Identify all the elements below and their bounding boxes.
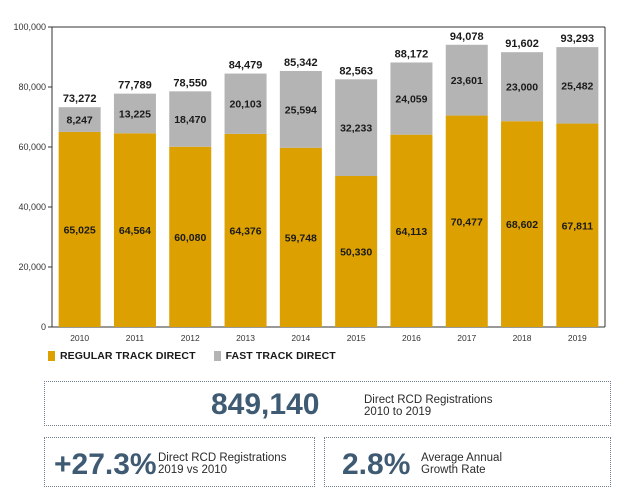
- stat-growth-value: +27.3%: [54, 448, 157, 481]
- value-label-fast-2014: 25,594: [285, 104, 317, 116]
- x-tick-label-2010: 2010: [70, 333, 89, 343]
- bar-regular-2013: [224, 133, 267, 327]
- value-label-regular-2019: 67,811: [562, 220, 594, 232]
- value-label-regular-2015: 50,330: [340, 247, 372, 259]
- stat-total-description: Direct RCD Registrations 2010 to 2019: [364, 394, 492, 418]
- value-label-fast-2019: 25,482: [561, 80, 593, 92]
- x-tick-label-2018: 2018: [513, 333, 532, 343]
- value-label-fast-2012: 18,470: [174, 114, 206, 126]
- value-label-fast-2017: 23,601: [451, 75, 483, 87]
- stat-total-line1: Direct RCD Registrations: [364, 394, 493, 406]
- bar-regular-2012: [169, 146, 212, 327]
- stat-box-rate: 2.8% Average Annual Growth Rate: [324, 437, 611, 487]
- value-label-regular-2018: 68,602: [506, 219, 538, 231]
- bar-fast-2019: [556, 47, 599, 124]
- x-tick-label-2015: 2015: [347, 333, 366, 343]
- y-tick-label: 80,000: [18, 82, 46, 92]
- bar-fast-2017: [445, 44, 488, 116]
- y-tick-label: 0: [41, 322, 46, 332]
- bar-fast-2015: [335, 79, 378, 177]
- value-label-regular-2011: 64,564: [119, 225, 151, 237]
- total-label-2017: 94,078: [450, 31, 484, 43]
- legend-label-fast: FAST TRACK DIRECT: [225, 350, 336, 362]
- bar-regular-2011: [113, 133, 156, 327]
- value-label-fast-2015: 32,233: [340, 123, 372, 135]
- bar-fast-2018: [501, 52, 544, 122]
- bar-fast-2012: [169, 91, 212, 147]
- stat-box-total: 849,140 Direct RCD Registrations 2010 to…: [44, 381, 611, 426]
- stat-growth-line1: Direct RCD Registrations: [158, 452, 287, 464]
- legend-swatch-fast: [213, 351, 221, 361]
- y-tick-label: 20,000: [18, 262, 46, 272]
- total-label-2018: 91,602: [505, 38, 539, 50]
- value-label-regular-2010: 65,025: [64, 224, 96, 236]
- x-tick-label-2019: 2019: [568, 333, 587, 343]
- stacked-bar-chart: 0 20,000 40,000 60,000 80,000 100,000 65,025 8,…: [13, 22, 606, 343]
- value-label-regular-2014: 59,748: [285, 232, 317, 244]
- total-label-2013: 84,479: [229, 60, 263, 72]
- legend-label-regular: REGULAR TRACK DIRECT: [60, 350, 196, 362]
- x-tick-label-2012: 2012: [181, 333, 200, 343]
- bar-regular-2018: [501, 121, 544, 327]
- x-tick-label-2017: 2017: [457, 333, 476, 343]
- value-label-regular-2017: 70,477: [451, 216, 483, 228]
- value-label-fast-2010: 8,247: [67, 115, 93, 127]
- x-tick-label-2011: 2011: [126, 333, 145, 343]
- total-label-2015: 82,563: [339, 65, 373, 77]
- stat-rate-line2: Growth Rate: [421, 464, 486, 476]
- value-label-fast-2013: 20,103: [229, 99, 261, 111]
- total-label-2010: 73,272: [63, 93, 97, 105]
- legend-swatch-regular: [48, 351, 55, 361]
- total-label-2019: 93,293: [561, 33, 595, 45]
- value-label-fast-2018: 23,000: [506, 82, 538, 94]
- y-tick-label: 100,000: [13, 22, 46, 32]
- stat-total-value: 849,140: [211, 388, 320, 421]
- stat-box-growth: +27.3% Direct RCD Registrations 2019 vs …: [44, 437, 315, 487]
- total-label-2014: 85,342: [284, 57, 318, 69]
- value-label-regular-2013: 64,376: [229, 225, 261, 237]
- value-label-regular-2012: 60,080: [174, 232, 206, 244]
- legend-item-fast: FAST TRACK DIRECT: [213, 350, 336, 362]
- value-label-regular-2016: 64,113: [396, 226, 428, 238]
- y-tick-label: 40,000: [18, 202, 46, 212]
- bar-fast-2010: [58, 107, 101, 132]
- stat-growth-line2: 2019 vs 2010: [158, 464, 228, 476]
- stat-rate-value: 2.8%: [342, 448, 411, 481]
- bar-regular-2019: [556, 123, 599, 327]
- stat-total-line2: 2010 to 2019: [364, 406, 432, 418]
- value-label-fast-2011: 13,225: [119, 108, 151, 120]
- bar-fast-2014: [279, 70, 322, 148]
- bar-fast-2013: [224, 73, 267, 134]
- total-label-2016: 88,172: [395, 48, 429, 60]
- stat-rate-description: Average Annual Growth Rate: [421, 452, 502, 476]
- bar-fast-2011: [113, 93, 156, 134]
- y-tick-label: 60,000: [18, 142, 46, 152]
- bar-regular-2015: [335, 176, 378, 327]
- total-label-2011: 77,789: [118, 80, 152, 92]
- x-tick-label-2014: 2014: [291, 333, 310, 343]
- total-label-2012: 78,550: [173, 77, 207, 89]
- x-tick-label-2016: 2016: [402, 333, 421, 343]
- bar-regular-2014: [279, 147, 322, 327]
- bar-regular-2017: [445, 115, 488, 327]
- bar-fast-2016: [390, 62, 433, 135]
- stat-rate-line1: Average Annual: [421, 452, 502, 464]
- bar-regular-2010: [58, 131, 101, 327]
- legend-item-regular: REGULAR TRACK DIRECT: [48, 350, 196, 362]
- chart-legend: REGULAR TRACK DIRECT FAST TRACK DIRECT: [48, 350, 336, 362]
- stat-growth-description: Direct RCD Registrations 2019 vs 2010: [158, 452, 286, 476]
- x-tick-label-2013: 2013: [236, 333, 255, 343]
- value-label-fast-2016: 24,059: [395, 94, 427, 106]
- bar-regular-2016: [390, 134, 433, 327]
